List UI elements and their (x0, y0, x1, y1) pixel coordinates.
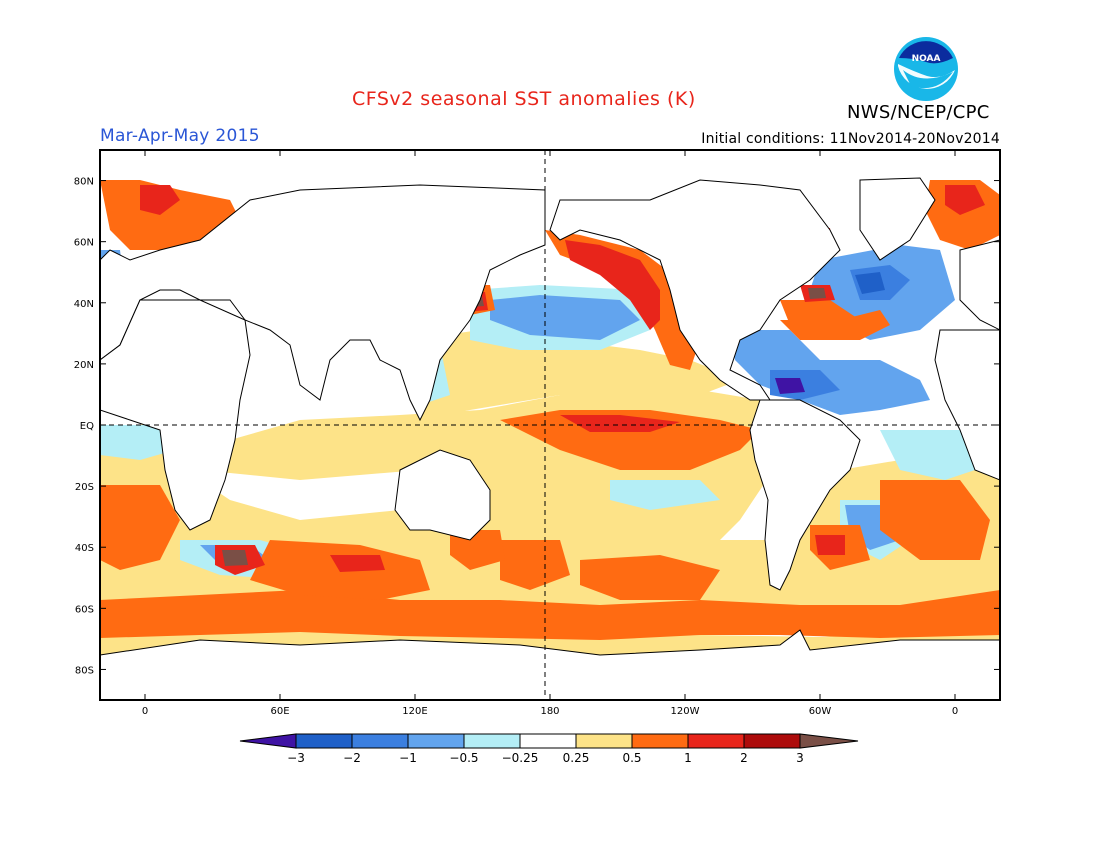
agency-label: NWS/NCEP/CPC (847, 102, 990, 123)
anomaly-region (560, 415, 680, 432)
colorbar-label: 1 (684, 751, 692, 765)
anomaly-region (780, 310, 890, 340)
lon-tick-label: 60E (270, 706, 289, 717)
colorbar: −3 −2 −1 −0.5 −0.25 0.25 0.5 1 2 3 (239, 733, 859, 765)
anomaly-region (815, 535, 845, 555)
colorbar-segment (743, 733, 801, 749)
lon-tick-label: 60W (809, 706, 832, 717)
anomaly-region (100, 180, 240, 250)
colorbar-segment (351, 733, 409, 749)
australia-landmass (394, 449, 491, 541)
anomaly-region (855, 272, 885, 294)
europe-wrap-landmass (959, 239, 1000, 331)
eurasia-africa-landmass (100, 184, 546, 422)
colorbar-left-arrow (239, 733, 297, 749)
lon-tick-label: 0 (142, 706, 148, 717)
anomaly-region (565, 240, 660, 330)
lat-tick-label: 60N (74, 238, 94, 249)
lat-tick-label: 20N (74, 360, 94, 371)
anomaly-region (580, 555, 720, 600)
north-america-landmass (549, 179, 841, 401)
anomaly-region (545, 230, 700, 370)
lat-tick-label: 80S (75, 665, 94, 676)
map-area (100, 150, 1000, 700)
colorbar-label: −2 (343, 751, 361, 765)
anomaly-region (450, 530, 505, 570)
lon-tick-label: 180 (540, 706, 559, 717)
colorbar-segment (463, 733, 521, 749)
anomaly-region (100, 425, 175, 460)
anomaly-region (880, 480, 990, 560)
colorbar-segment (631, 733, 689, 749)
season-label: Mar-Apr-May 2015 (100, 126, 260, 146)
longitude-axis: 0 60E 120E 180 120W 60W 0 (142, 150, 958, 717)
colorbar-segment (295, 733, 353, 749)
africa-landmass (100, 299, 251, 531)
chart-title: CFSv2 seasonal SST anomalies (K) (352, 88, 696, 110)
colorbar-segment (407, 733, 465, 749)
anomaly-region (730, 330, 930, 415)
latitude-axis: 80N 60N 40N 20N EQ 20S 40S 60S 80S (74, 177, 1000, 676)
anomaly-region (945, 185, 985, 215)
anomaly-region (490, 295, 640, 340)
lat-tick-label: 60S (75, 604, 94, 615)
greenland-landmass (859, 177, 936, 261)
africa-wrap-landmass (934, 329, 1000, 481)
lon-tick-label: 120W (671, 706, 700, 717)
initial-conditions-label: Initial conditions: 11Nov2014-20Nov2014 (701, 131, 1000, 147)
colorbar-segment (575, 733, 633, 749)
lat-tick-label: 20S (75, 482, 94, 493)
anomaly-region (775, 378, 805, 394)
colorbar-segment (519, 733, 577, 749)
colorbar-label: −1 (399, 751, 417, 765)
noaa-logo-icon: NOAA (894, 37, 958, 101)
lat-tick-label: 80N (74, 177, 94, 188)
anomaly-region (410, 330, 740, 420)
anomaly-region (330, 555, 385, 572)
anomaly-region (808, 288, 826, 299)
colorbar-segment (687, 733, 745, 749)
colorbar-label: −0.25 (502, 751, 539, 765)
antarctica-landmass (100, 629, 1000, 700)
lat-tick-label: 40N (74, 299, 94, 310)
lat-tick-label: EQ (80, 421, 94, 432)
anomaly-region (100, 590, 1000, 640)
anomaly-region (880, 430, 975, 480)
colorbar-label: 0.5 (622, 751, 641, 765)
colorbar-label: 3 (796, 751, 804, 765)
colorbar-label: 2 (740, 751, 748, 765)
land-masses (100, 177, 1000, 700)
colorbar-right-arrow (799, 733, 859, 749)
anomaly-region (140, 185, 180, 215)
anomaly-region (100, 485, 180, 570)
anomaly-region (610, 480, 720, 510)
anomaly-region (222, 550, 248, 566)
noaa-logo-text: NOAA (912, 54, 941, 64)
colorbar-label: −3 (287, 751, 305, 765)
anomaly-region (500, 540, 570, 590)
colorbar-label: −0.5 (449, 751, 478, 765)
lon-tick-label: 0 (952, 706, 958, 717)
lat-tick-label: 40S (75, 543, 94, 554)
lon-tick-label: 120E (402, 706, 427, 717)
south-america-landmass (749, 399, 861, 591)
colorbar-label: 0.25 (563, 751, 590, 765)
